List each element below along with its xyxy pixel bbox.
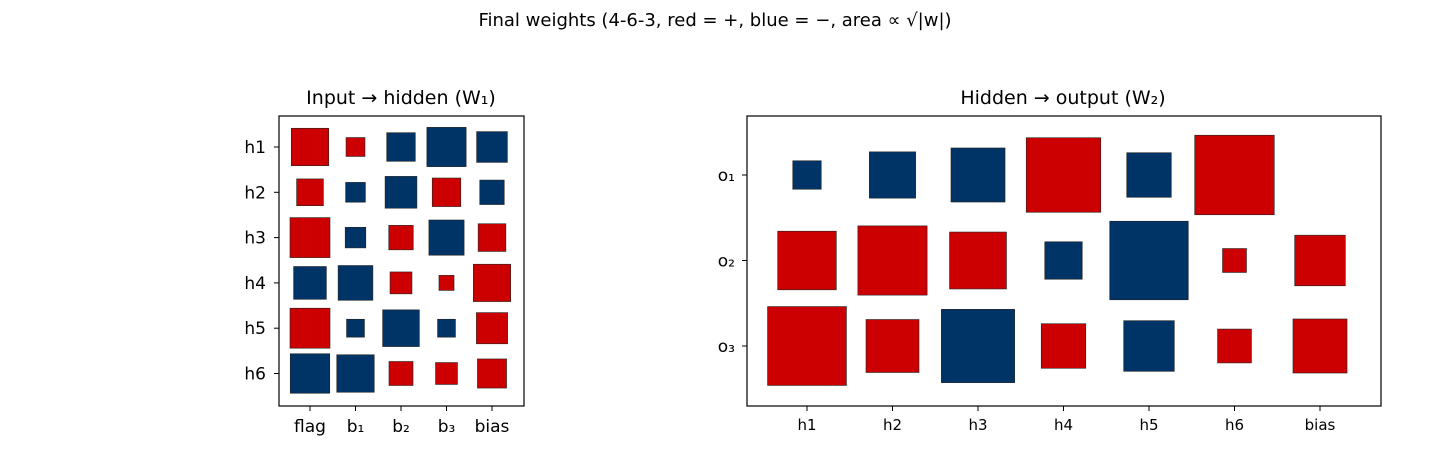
w2-weight-square — [792, 160, 822, 190]
w1-weight-square — [479, 179, 505, 205]
w2-weight-square — [869, 151, 916, 199]
w2-x-tick-label: h4 — [1054, 416, 1073, 434]
w2-weight-square — [1194, 134, 1275, 216]
w1-weight-square — [289, 217, 331, 258]
w2-x-tick-label: h3 — [968, 416, 987, 434]
w2-y-tick-label: o₃ — [718, 337, 735, 357]
w1-weight-square — [438, 275, 455, 291]
w1-x-tick-label: b₂ — [392, 417, 410, 437]
w2-weight-square — [1222, 248, 1247, 273]
w1-y-tick-label: h6 — [244, 365, 266, 385]
w1-weight-square — [476, 131, 508, 163]
w1-weight-square — [344, 227, 367, 249]
w1-y-tick-label: h5 — [244, 319, 266, 339]
w1-weight-square — [382, 309, 420, 347]
w1-x-tick-label: flag — [294, 417, 326, 437]
w1-weight-square — [477, 223, 507, 252]
w1-y-tick-label: h1 — [244, 138, 266, 158]
w1-x-tick-label: b₁ — [347, 417, 365, 437]
w2-weight-square — [1126, 152, 1172, 198]
chart-w2-title: Hidden → output (W₂) — [960, 87, 1165, 109]
w1-weight-square — [473, 263, 511, 302]
w1-weight-square — [346, 318, 365, 338]
w2-weight-square — [1217, 328, 1252, 364]
w1-weight-square — [389, 271, 413, 295]
w2-weight-square — [949, 231, 1007, 290]
w1-weight-square — [388, 361, 414, 386]
w1-weight-square — [336, 354, 375, 393]
w2-weight-square — [941, 309, 1015, 383]
w2-weight-square — [1025, 137, 1102, 213]
w1-weight-square — [289, 307, 331, 349]
w1-y-tick-label: h3 — [244, 229, 266, 249]
w1-weight-square — [388, 225, 414, 251]
w2-weight-square — [1040, 323, 1087, 369]
w1-weight-square — [290, 127, 330, 167]
w1-weight-square — [477, 358, 507, 389]
w1-weight-square — [437, 318, 456, 338]
w1-weight-square — [345, 137, 366, 157]
w2-weight-square — [1292, 318, 1348, 374]
w1-weight-square — [296, 178, 324, 206]
w1-weight-square — [386, 132, 416, 162]
w2-weight-square — [950, 147, 1006, 203]
w2-x-tick-label: h1 — [797, 416, 816, 434]
chart-w2: Hidden → output (W₂) h1 h2 h3 h4 h5 h6 bias o₁ o… — [718, 87, 1382, 434]
w2-weight-square — [1123, 320, 1175, 372]
w1-weight-square — [431, 177, 462, 207]
w1-y-tick-label: h2 — [244, 183, 266, 203]
w2-weight-square — [767, 306, 847, 386]
w2-weight-square — [865, 319, 920, 373]
w2-weight-square — [857, 225, 928, 296]
w2-weight-square — [1109, 220, 1189, 301]
w2-weight-square — [1294, 234, 1346, 287]
w1-y-tick-label: h4 — [244, 274, 266, 294]
w1-weight-square — [476, 312, 508, 345]
w1-weight-square — [289, 353, 331, 394]
w1-weight-square — [337, 265, 374, 301]
figure-suptitle: Final weights (4-6-3, red = +, blue = −,… — [478, 10, 951, 31]
w2-y-tick-label: o₁ — [718, 166, 735, 186]
w2-x-tick-label: h5 — [1139, 416, 1158, 434]
w1-weight-square — [426, 127, 467, 167]
w2-weight-square — [777, 230, 837, 291]
w2-x-tick-label: bias — [1305, 416, 1336, 434]
w1-weight-square — [435, 362, 458, 385]
w1-weight-square — [293, 266, 327, 300]
w1-weight-square — [384, 176, 418, 209]
w2-y-tick-label: o₂ — [718, 252, 735, 272]
w1-weight-square — [345, 182, 366, 203]
w1-weight-square — [428, 219, 465, 256]
w2-x-tick-label: h6 — [1225, 416, 1244, 434]
chart-w1: Input → hidden (W₁) flag b₁ b₂ b₃ bias h1 h2 h3… — [244, 87, 525, 437]
w2-weight-square — [1044, 241, 1083, 280]
w1-x-tick-label: bias — [475, 417, 510, 437]
w2-x-tick-label: h2 — [883, 416, 902, 434]
w1-x-tick-label: b₃ — [438, 417, 456, 437]
chart-w1-title: Input → hidden (W₁) — [306, 87, 496, 109]
